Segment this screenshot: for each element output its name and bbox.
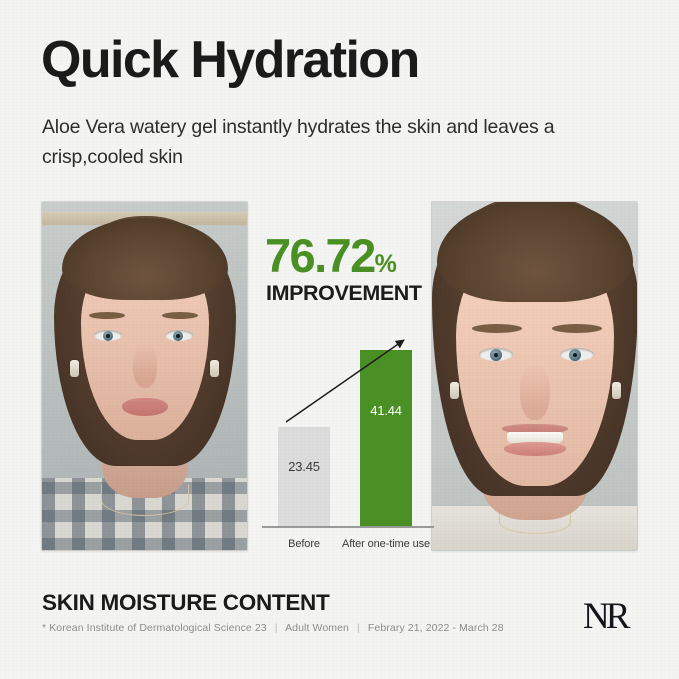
bar-after: 41.44 <box>360 350 412 528</box>
after-photo <box>432 202 637 550</box>
teeth <box>506 432 563 443</box>
left-eyebrow <box>89 312 125 319</box>
footer-separator-2: | <box>357 622 360 634</box>
left-earring-after <box>450 382 459 399</box>
improvement-value: 76.72% <box>265 229 397 282</box>
moisture-bar-chart: 23.45 41.44 Before After one-time use <box>262 330 434 560</box>
necklace-after <box>498 510 571 534</box>
nose <box>132 344 157 388</box>
improvement-number: 76.72 <box>265 229 376 282</box>
bar-before-value: 23.45 <box>288 459 320 474</box>
footer-separator-1: | <box>274 622 278 634</box>
tick-label-before: Before <box>288 538 320 550</box>
right-eyebrow-after <box>552 324 602 333</box>
necklace <box>100 484 189 516</box>
left-pupil-after <box>494 353 498 357</box>
page-title: Quick Hydration <box>41 31 420 89</box>
footer-title: SKIN MOISTURE CONTENT <box>42 590 330 615</box>
chart-plot-area: 23.45 41.44 <box>262 330 434 528</box>
footer-cohort: Adult Women <box>285 622 349 634</box>
footer-period: Febrary 21, 2022 - March 28 <box>367 622 504 634</box>
right-earring <box>210 360 219 377</box>
footer-source: * Korean Institute of Dermatological Sci… <box>42 622 267 634</box>
footer-note: * Korean Institute of Dermatological Sci… <box>42 622 504 634</box>
right-pupil <box>176 334 180 338</box>
before-photo <box>42 202 247 550</box>
bar-after-value: 41.44 <box>370 403 402 418</box>
tick-label-after: After one-time use <box>341 538 431 550</box>
nose-after <box>519 364 550 420</box>
chart-baseline <box>262 526 434 528</box>
improvement-caption: IMPROVEMENT <box>266 281 422 305</box>
brand-logo: NR <box>583 596 630 637</box>
hair-front-after <box>436 202 633 302</box>
growth-arrow-icon <box>285 339 405 423</box>
right-eyebrow <box>162 312 198 319</box>
upper-lip-after <box>501 424 568 434</box>
left-earring <box>70 360 79 377</box>
page-subtitle: Aloe Vera watery gel instantly hydrates … <box>42 116 555 169</box>
lips <box>121 398 168 416</box>
right-earring-after <box>612 382 621 399</box>
percent-symbol: % <box>374 250 397 278</box>
right-pupil-after <box>573 353 577 357</box>
bar-before: 23.45 <box>278 427 330 528</box>
hair-front <box>61 218 228 300</box>
left-pupil <box>106 334 110 338</box>
lower-lip-after <box>503 442 566 456</box>
left-eyebrow-after <box>472 324 522 333</box>
